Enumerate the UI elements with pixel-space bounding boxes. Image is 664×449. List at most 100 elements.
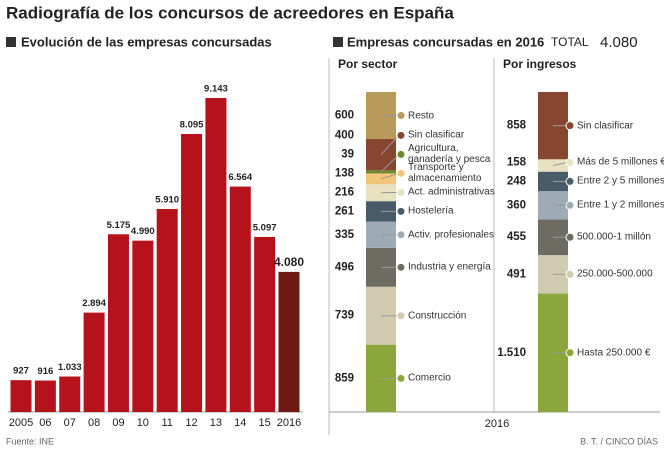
value-label: 158 [507,156,527,168]
category-label: Hostelería [408,205,454,217]
value-label: 335 [335,229,355,241]
bar [10,380,32,412]
x-tick-label: 2005 [9,417,33,429]
category-label: Entre 1 y 2 millones [577,199,664,211]
bar [83,312,105,412]
bar [107,234,129,412]
dot [396,373,406,383]
bullet [333,37,343,47]
bar [156,209,178,412]
category-label: Act. administrativas [408,186,495,198]
bar [205,98,227,412]
bar [132,240,154,412]
category-label: Transporte y almacenamiento [408,162,482,185]
bar [181,133,203,412]
category-label: Entre 2 y 5 millones [577,175,664,187]
credit: B. T. / CINCO DÍAS [580,436,658,446]
panel-title: Por sector [338,57,398,71]
dot [396,111,406,121]
x-tick-label: 07 [64,417,76,429]
dot [396,168,406,178]
year-label: 2016 [485,418,509,430]
dot [565,232,575,242]
segment [366,173,396,185]
dot [565,157,575,167]
category-label: 500.000-1 millón [577,231,651,243]
left-subtitle: Evolución de las empresas concursadas [21,34,272,49]
x-tick-label: 06 [39,417,51,429]
bar [254,236,276,412]
value-label: 9.143 [204,84,228,95]
panel-title: Por ingresos [503,57,577,71]
category-label: Industria y energía [408,261,491,273]
total-label: TOTAL [551,35,589,49]
dot [396,187,406,197]
category-label: Más de 5 millones € [577,156,664,168]
value-label: 739 [335,310,354,322]
dot [396,230,406,240]
category-label: Sin clasificar [577,120,634,132]
category-label: Resto [408,110,435,121]
value-label: 927 [13,366,29,377]
dot [565,176,575,186]
x-tick-label: 15 [259,417,271,429]
bar [229,186,251,412]
value-label: 8.095 [180,120,204,131]
x-tick-label: 14 [234,417,246,429]
value-label: 360 [507,199,526,211]
x-tick-label: 10 [137,417,149,429]
value-label: 5.175 [107,220,131,231]
connector [380,135,400,156]
dot [396,149,406,159]
x-tick-label: 13 [210,417,222,429]
title: Radiografía de los concursos de acreedor… [6,3,454,22]
right-subtitle: Empresas concursadas en 2016 [347,34,544,49]
value-label: 859 [335,372,354,384]
dot [565,121,575,131]
category-label: Activ. profesionales [408,229,494,241]
x-tick-label: 08 [88,417,100,429]
dot [565,269,575,279]
value-label: 5.097 [253,222,277,233]
x-tick-label: 09 [112,417,124,429]
value-label: 138 [335,167,355,179]
total: 4.080 [600,34,638,51]
value-label: 261 [335,205,355,217]
x-tick-label: 2016 [277,417,301,429]
value-label: 5.910 [155,195,179,206]
bar [34,380,56,412]
value-label: 916 [37,366,53,377]
connector [552,161,569,166]
value-label: 4.990 [131,226,155,237]
connector [380,154,400,173]
x-tick-label: 11 [161,417,172,429]
value-label: 496 [335,261,354,273]
dot [396,130,406,140]
dot [396,262,406,272]
value-label: 1.510 [497,347,526,359]
value-label: 491 [507,268,527,280]
dot [396,311,406,321]
dot [396,206,406,216]
value-label: 1.033 [58,362,82,373]
category-label: Construcción [408,310,467,322]
connector [380,172,400,180]
value-label: 248 [507,175,527,187]
bullet [6,37,16,47]
value-label: 216 [335,186,354,198]
value-label: 4.080 [274,255,304,269]
category-label: Comercio [408,372,451,384]
bar [59,376,81,412]
dot [565,200,575,210]
bar [278,271,300,412]
x-tick-label: 12 [185,417,197,429]
dot [565,348,575,358]
category-label: Hasta 250.000 € [577,347,651,359]
category-label: Sin clasificar [408,129,465,141]
value-label: 2.894 [82,298,106,309]
source: Fuente: INE [6,436,54,446]
category-label: Agricultura, ganadería y pesca [408,143,491,166]
value-label: 400 [335,129,354,141]
